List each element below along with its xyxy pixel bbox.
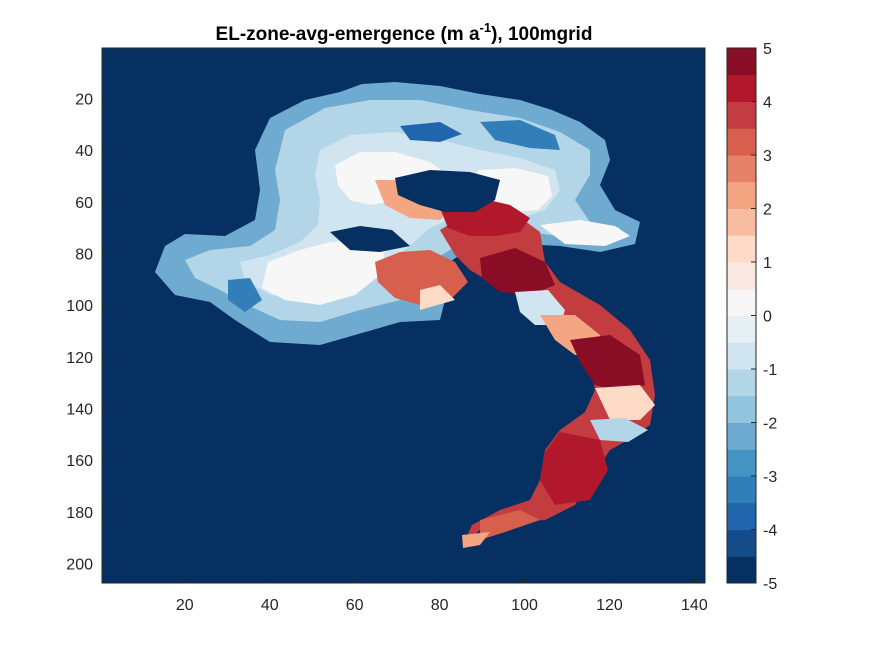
- heatmap-region: [228, 278, 262, 312]
- y-tick-label: 20: [75, 91, 93, 108]
- x-tick-label: 120: [596, 597, 623, 614]
- heatmap-region: [540, 220, 630, 246]
- colorbar-tick-label: 5: [763, 41, 772, 58]
- heatmap-region: [540, 432, 608, 505]
- heatmap-region: [262, 240, 385, 305]
- heatmap-region: [400, 122, 462, 142]
- colorbar-band: [727, 208, 756, 236]
- y-tick-label: 100: [66, 298, 93, 315]
- x-tick-label: 20: [176, 597, 194, 614]
- x-tick-label: 60: [346, 597, 364, 614]
- colorbar-tick-label: -4: [763, 523, 777, 540]
- colorbar-band: [727, 48, 756, 76]
- colorbar-band: [727, 476, 756, 504]
- colorbar-band: [727, 422, 756, 450]
- colorbar-band: [727, 181, 756, 209]
- heatmap-region: [395, 170, 500, 212]
- heatmap-region: [462, 532, 490, 548]
- colorbar-band: [727, 342, 756, 370]
- heatmap-region: [595, 385, 655, 420]
- y-tick-label: 180: [66, 505, 93, 522]
- colorbar-tick-label: 0: [763, 309, 772, 326]
- colorbar-band: [727, 449, 756, 477]
- x-tick-label: 140: [681, 597, 708, 614]
- y-tick-label: 120: [66, 350, 93, 367]
- heatmap-region: [480, 120, 560, 150]
- chart-title: EL-zone-avg-emergence (m a-1), 100mgrid: [216, 20, 593, 45]
- plot-frame: [101, 47, 706, 584]
- heatmap-regions: [155, 82, 655, 548]
- colorbar-band: [727, 395, 756, 423]
- colorbar-ticks: -5 -4 -3 -2 -1 0 1 2 3 4 5: [751, 41, 777, 593]
- colorbar-tick-label: -5: [763, 576, 777, 593]
- colorbar-tick-label: 2: [763, 202, 772, 219]
- colorbar-band: [727, 262, 756, 290]
- colorbar-band: [727, 155, 756, 183]
- heatmap-region: [480, 510, 540, 540]
- x-axis: 20 40 60 80 100 120 140: [176, 577, 708, 614]
- colorbar-band: [727, 315, 756, 343]
- x-tick-label: 100: [511, 597, 538, 614]
- heatmap-region: [480, 248, 555, 295]
- heatmap-plot-area: [101, 47, 706, 584]
- colorbar-band: [727, 235, 756, 263]
- colorbar-tick-label: 3: [763, 148, 772, 165]
- title-prefix: EL-zone-avg-emergence (m a: [216, 24, 480, 45]
- heatmap-region: [330, 226, 410, 252]
- colorbar-tick-label: -2: [763, 416, 777, 433]
- colorbar-band: [727, 556, 756, 584]
- y-tick-label: 140: [66, 402, 93, 419]
- colorbar-tick-label: -3: [763, 469, 777, 486]
- colorbar-band: [727, 74, 756, 102]
- title-superscript: -1: [480, 20, 492, 35]
- colorbar: -5 -4 -3 -2 -1 0 1 2 3 4 5: [726, 41, 777, 593]
- y-tick-label: 200: [66, 557, 93, 574]
- y-tick-label: 80: [75, 246, 93, 263]
- y-tick-label: 160: [66, 453, 93, 470]
- colorbar-band: [727, 288, 756, 316]
- x-tick-label: 40: [261, 597, 279, 614]
- colorbar-band: [727, 529, 756, 557]
- y-tick-label: 40: [75, 143, 93, 160]
- title-suffix: ), 100mgrid: [491, 24, 592, 45]
- y-axis: 20 40 60 80 100 120 140 160 180 200: [66, 91, 108, 574]
- heatmap-region: [570, 335, 645, 392]
- colorbar-band: [727, 101, 756, 129]
- x-tick-label: 80: [431, 597, 449, 614]
- heatmap-region: [590, 418, 648, 442]
- colorbar-tick-label: -1: [763, 362, 777, 379]
- y-tick-label: 60: [75, 195, 93, 212]
- colorbar-band: [727, 369, 756, 397]
- colorbar-band: [727, 502, 756, 530]
- heatmap-region: [420, 285, 455, 310]
- colorbar-bands: [727, 48, 756, 584]
- colorbar-tick-label: 4: [763, 95, 772, 112]
- colorbar-tick-label: 1: [763, 255, 772, 272]
- colorbar-band: [727, 128, 756, 156]
